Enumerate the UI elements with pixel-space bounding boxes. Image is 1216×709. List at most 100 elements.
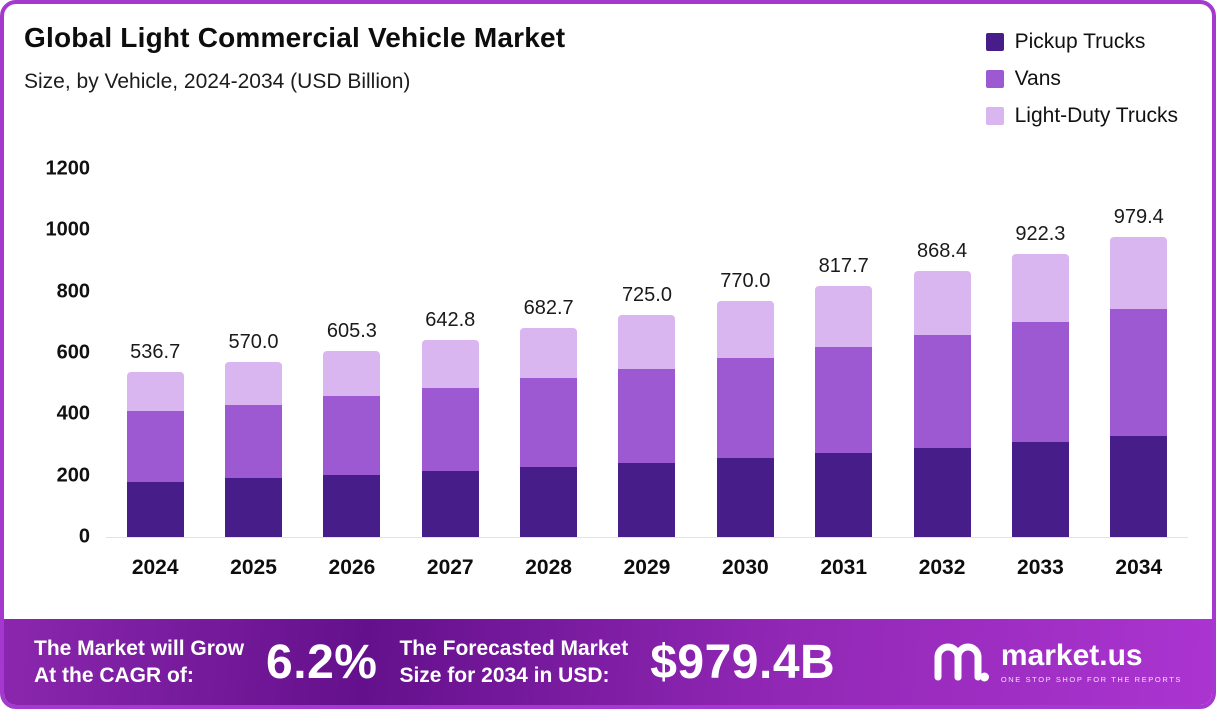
bar-group-2030: 770.0 [696, 169, 794, 537]
bar-group-2034: 979.4 [1090, 169, 1188, 537]
x-axis-label: 2029 [623, 556, 671, 579]
legend-swatch-vans [985, 70, 1004, 88]
bar-stack [225, 362, 283, 537]
bar-total-label: 868.4 [917, 239, 968, 262]
bar-segment-pickup-trucks [913, 447, 971, 537]
bar-segment-light-duty-trucks [225, 362, 283, 405]
bar-segment-light-duty-trucks [323, 351, 381, 397]
x-axis-label: 2024 [131, 556, 179, 579]
bar-group-2025: 570.0 [204, 169, 302, 537]
y-axis-tick: 1200 [45, 157, 91, 180]
bar-group-2033: 922.3 [991, 169, 1089, 537]
bar-total-label: 536.7 [130, 341, 181, 364]
forecast-label-line2: Size for 2034 in USD: [399, 664, 610, 687]
brand-text: market.us ONE STOP SHOP FOR THE REPORTS [1000, 638, 1182, 684]
y-axis-tick: 400 [56, 402, 90, 425]
bar-stack [1011, 254, 1069, 537]
bar-segment-pickup-trucks [716, 457, 774, 537]
cagr-label-line1: The Market will Grow [34, 636, 245, 660]
legend-item-pickup-trucks: Pickup Trucks [985, 30, 1178, 54]
bar-segment-pickup-trucks [520, 466, 578, 537]
bar-group-2028: 682.7 [499, 169, 597, 537]
y-axis-tick: 800 [56, 280, 90, 303]
bar-segment-pickup-trucks [323, 474, 381, 537]
x-axis-label: 2031 [820, 556, 868, 579]
chart-plot-area: 536.7 570.0 605.3 642.8 682.7 725.0 770.0 817.7… [106, 169, 1188, 538]
bar-total-label: 725.0 [621, 283, 672, 306]
bar-segment-light-duty-trucks [421, 339, 479, 388]
forecast-label-line1: The Forecasted Market [399, 636, 629, 660]
legend-item-light-duty-trucks: Light-Duty Trucks [985, 104, 1178, 128]
x-axis-label: 2032 [918, 556, 966, 579]
x-axis-label: 2028 [525, 556, 572, 579]
bar-segment-vans [913, 335, 971, 448]
forecast-value: $979.4B [650, 635, 836, 689]
x-axis-label: 2027 [426, 556, 474, 579]
brand-name: market.us [1000, 638, 1143, 672]
bar-segment-vans [323, 396, 381, 475]
bar-segment-pickup-trucks [1110, 436, 1168, 537]
bar-group-2031: 817.7 [795, 169, 893, 537]
bar-group-2027: 642.8 [401, 169, 499, 537]
legend-swatch-pickup-trucks [985, 33, 1004, 51]
bar-segment-pickup-trucks [815, 453, 873, 537]
cagr-label-line2: At the CAGR of: [34, 664, 194, 687]
bar-segment-vans [1011, 322, 1069, 443]
bar-stack [126, 372, 184, 537]
bar-total-label: 682.7 [523, 296, 574, 319]
brand-block: market.us ONE STOP SHOP FOR THE REPORTS [931, 637, 1182, 688]
y-axis-tick: 200 [56, 464, 90, 487]
page-subtitle: Size, by Vehicle, 2024-2034 (USD Billion… [24, 70, 411, 93]
y-axis-tick: 0 [78, 525, 90, 548]
bar-segment-light-duty-trucks [1110, 236, 1168, 309]
legend: Pickup Trucks Vans Light-Duty Trucks [985, 30, 1178, 128]
bar-total-label: 770.0 [720, 269, 771, 292]
bar-stack [815, 286, 873, 537]
bar-segment-light-duty-trucks [520, 327, 578, 379]
x-axis-label: 2026 [328, 556, 376, 579]
footer-banner: The Market will Grow At the CAGR of: 6.2… [4, 619, 1212, 705]
bar-stack [618, 314, 676, 537]
y-axis-tick: 600 [56, 341, 90, 364]
bar-stack [913, 270, 971, 537]
cagr-value: 6.2% [266, 635, 378, 689]
bar-segment-vans [815, 346, 873, 454]
legend-item-vans: Vans [985, 67, 1178, 91]
bar-segment-vans [421, 387, 479, 471]
bar-segment-vans [225, 404, 283, 479]
bar-segment-pickup-trucks [618, 462, 676, 537]
bar-group-2032: 868.4 [893, 169, 991, 537]
bar-total-label: 642.8 [425, 308, 476, 331]
cagr-label: The Market will Grow At the CAGR of: [34, 635, 244, 690]
bar-segment-light-duty-trucks [815, 286, 873, 347]
bar-stack [1110, 236, 1168, 537]
brand-tagline: ONE STOP SHOP FOR THE REPORTS [1000, 674, 1182, 684]
y-axis-tick: 1000 [45, 218, 91, 241]
bar-segment-pickup-trucks [421, 470, 479, 537]
bar-segment-vans [1110, 308, 1168, 437]
bar-group-2024: 536.7 [106, 169, 204, 537]
bar-stack [716, 300, 774, 537]
bar-segment-vans [716, 358, 774, 458]
bar-segment-light-duty-trucks [716, 300, 774, 359]
x-axis-label: 2025 [230, 556, 277, 579]
page-title: Global Light Commercial Vehicle Market [24, 22, 566, 53]
bar-segment-light-duty-trucks [1011, 254, 1069, 323]
x-axis-label: 2033 [1017, 556, 1064, 579]
bar-segment-vans [520, 378, 578, 467]
forecast-label: The Forecasted Market Size for 2034 in U… [399, 635, 628, 690]
bar-segment-light-duty-trucks [618, 314, 676, 369]
bar-total-label: 570.0 [228, 331, 279, 354]
x-axis-label: 2030 [721, 556, 769, 579]
bar-segment-vans [618, 368, 676, 463]
bar-segment-light-duty-trucks [126, 372, 184, 412]
legend-swatch-light-duty-trucks [985, 107, 1004, 125]
y-axis: 0 200 400 600 800 1000 1200 [18, 158, 91, 548]
bar-total-label: 922.3 [1015, 223, 1066, 246]
legend-label: Pickup Trucks [1014, 30, 1146, 53]
bar-total-label: 817.7 [818, 255, 869, 278]
x-axis: 2024 2025 2026 2027 2028 2029 2030 2031 2032 2033… [106, 556, 1188, 580]
bar-total-label: 605.3 [326, 320, 377, 343]
x-axis-label: 2034 [1115, 556, 1163, 579]
